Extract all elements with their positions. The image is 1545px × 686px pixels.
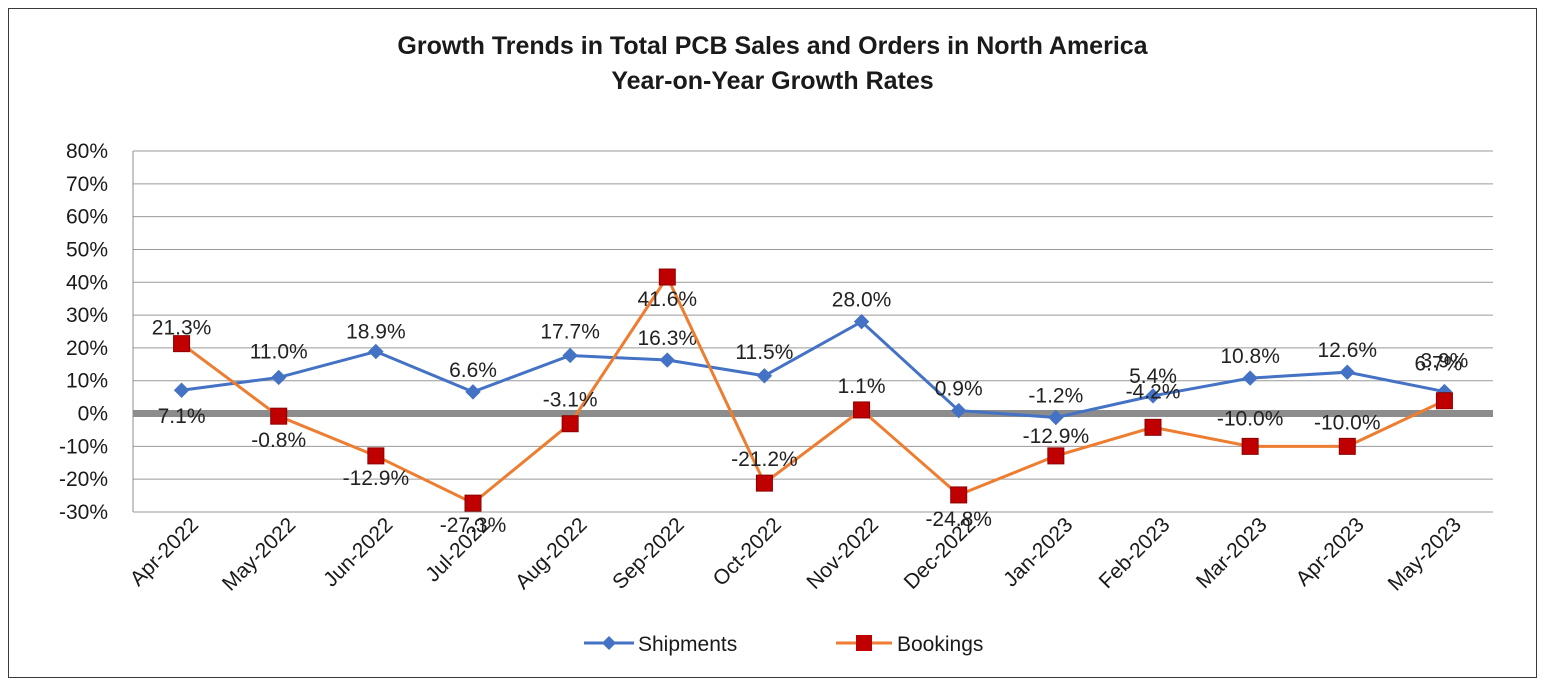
- y-tick-label: -30%: [59, 501, 108, 524]
- y-tick-label: 10%: [66, 370, 108, 393]
- data-label: 16.3%: [638, 327, 698, 350]
- data-label: -12.9%: [1023, 425, 1090, 448]
- shipments-marker: [173, 382, 190, 398]
- bookings-marker: [173, 335, 191, 353]
- y-tick-label: 30%: [66, 304, 108, 327]
- bookings-marker: [1338, 437, 1356, 455]
- data-label: -24.8%: [925, 508, 992, 531]
- x-tick-label: Sep-2022: [608, 513, 689, 594]
- legend-marker-bookings: [856, 635, 872, 651]
- y-tick-label: 20%: [66, 337, 108, 360]
- shipments-marker: [465, 384, 481, 400]
- x-tick-label: Apr-2022: [126, 513, 203, 590]
- data-label: 3.9%: [1420, 350, 1468, 373]
- data-label: -1.2%: [1028, 384, 1083, 407]
- bookings-marker: [1241, 437, 1259, 455]
- shipments-marker: [951, 402, 967, 419]
- bookings-marker: [658, 268, 676, 286]
- series-line-shipments: [181, 319, 1445, 419]
- data-label: 21.3%: [152, 317, 212, 340]
- shipments-marker: [1242, 370, 1258, 386]
- shipments-marker: [368, 343, 384, 360]
- chart-subtitle: Year-on-Year Growth Rates: [611, 67, 934, 95]
- data-label: -0.8%: [251, 429, 306, 452]
- chart-frame: [8, 8, 1537, 678]
- x-tick-label: Jun-2022: [319, 513, 397, 591]
- data-label: 17.7%: [540, 320, 600, 343]
- shipments-marker: [271, 369, 287, 386]
- data-label: -10.0%: [1314, 411, 1381, 434]
- x-tick-label: Oct-2022: [709, 513, 786, 590]
- data-label: 1.1%: [838, 375, 886, 398]
- data-label: 6.6%: [449, 359, 497, 382]
- bookings-marker: [1047, 447, 1065, 465]
- data-label: 10.8%: [1220, 345, 1280, 368]
- y-tick-label: -10%: [59, 435, 108, 458]
- bookings-marker: [1435, 392, 1453, 410]
- x-tick-label: Jan-2023: [999, 513, 1077, 591]
- shipments-marker: [756, 368, 773, 384]
- y-tick-label: 60%: [66, 206, 108, 229]
- x-tick-label: May-2023: [1384, 513, 1466, 595]
- x-tick-label: Feb-2023: [1095, 513, 1175, 593]
- shipments-marker: [659, 352, 675, 368]
- legend-marker-shipments: [602, 636, 616, 650]
- shipments-marker: [853, 313, 870, 330]
- bookings-marker: [367, 447, 385, 465]
- shipments-marker: [1339, 364, 1355, 380]
- bookings-marker: [1144, 418, 1162, 436]
- data-label: 11.0%: [250, 340, 308, 363]
- data-label: 18.9%: [346, 321, 406, 344]
- data-label: 0.9%: [935, 378, 983, 401]
- data-label: 6.7%: [1414, 353, 1462, 376]
- data-label: -4.2%: [1126, 380, 1181, 403]
- shipments-marker: [562, 347, 578, 364]
- data-label: 28.0%: [832, 289, 892, 312]
- bookings-marker: [755, 474, 773, 492]
- series-line-bookings: [180, 273, 1446, 505]
- data-label: 7.1%: [158, 405, 206, 428]
- chart-title: Growth Trends in Total PCB Sales and Ord…: [397, 32, 1148, 60]
- bookings-marker: [270, 407, 288, 425]
- data-label: -21.2%: [731, 448, 798, 471]
- data-label: -27.3%: [440, 514, 507, 537]
- y-tick-label: -20%: [59, 468, 108, 491]
- legend-label-shipments: Shipments: [638, 633, 737, 656]
- bookings-marker: [853, 401, 871, 419]
- y-tick-label: 40%: [66, 271, 108, 294]
- data-label: -10.0%: [1217, 407, 1284, 430]
- y-tick-label: 0%: [78, 403, 108, 426]
- y-tick-label: 70%: [66, 173, 108, 196]
- data-label: 12.6%: [1318, 339, 1378, 362]
- x-tick-label: Apr-2023: [1291, 513, 1368, 590]
- y-tick-label: 50%: [66, 238, 108, 261]
- data-label: 5.4%: [1129, 365, 1177, 388]
- y-tick-label: 80%: [66, 140, 108, 163]
- data-label: -3.1%: [543, 389, 598, 412]
- data-label: 11.5%: [735, 341, 793, 364]
- data-label: 41.6%: [638, 288, 698, 311]
- x-tick-label: Aug-2022: [511, 513, 592, 594]
- x-tick-label: May-2022: [218, 513, 300, 595]
- legend-label-bookings: Bookings: [897, 633, 983, 656]
- x-tick-label: Mar-2023: [1192, 513, 1272, 593]
- bookings-marker: [950, 486, 968, 504]
- bookings-marker: [561, 415, 579, 433]
- shipments-marker: [1048, 409, 1064, 426]
- shipments-marker: [1145, 388, 1161, 404]
- data-label: -12.9%: [343, 467, 410, 490]
- bookings-marker: [464, 494, 482, 512]
- x-tick-label: Nov-2022: [802, 513, 883, 594]
